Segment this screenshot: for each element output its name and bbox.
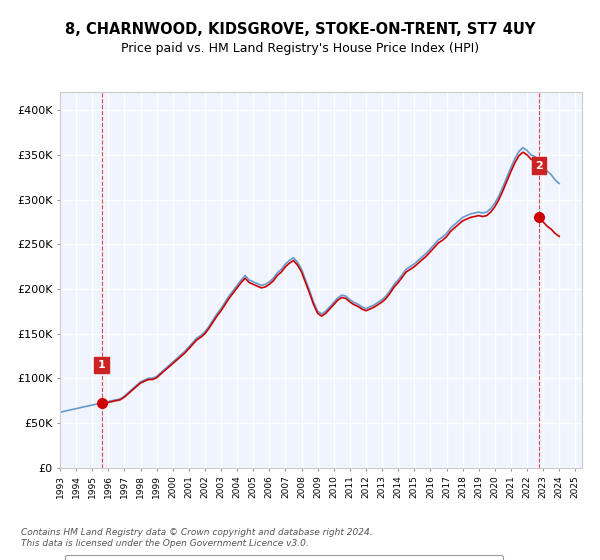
- Text: 8, CHARNWOOD, KIDSGROVE, STOKE-ON-TRENT, ST7 4UY: 8, CHARNWOOD, KIDSGROVE, STOKE-ON-TRENT,…: [65, 22, 535, 38]
- Text: Contains HM Land Registry data © Crown copyright and database right 2024.
This d: Contains HM Land Registry data © Crown c…: [21, 528, 373, 548]
- Text: 1: 1: [98, 360, 106, 370]
- Text: 2: 2: [535, 161, 543, 171]
- Legend: 8, CHARNWOOD, KIDSGROVE, STOKE-ON-TRENT, ST7 4UY (detached house), HPI: Average : 8, CHARNWOOD, KIDSGROVE, STOKE-ON-TRENT,…: [65, 556, 503, 560]
- Text: Price paid vs. HM Land Registry's House Price Index (HPI): Price paid vs. HM Land Registry's House …: [121, 42, 479, 55]
